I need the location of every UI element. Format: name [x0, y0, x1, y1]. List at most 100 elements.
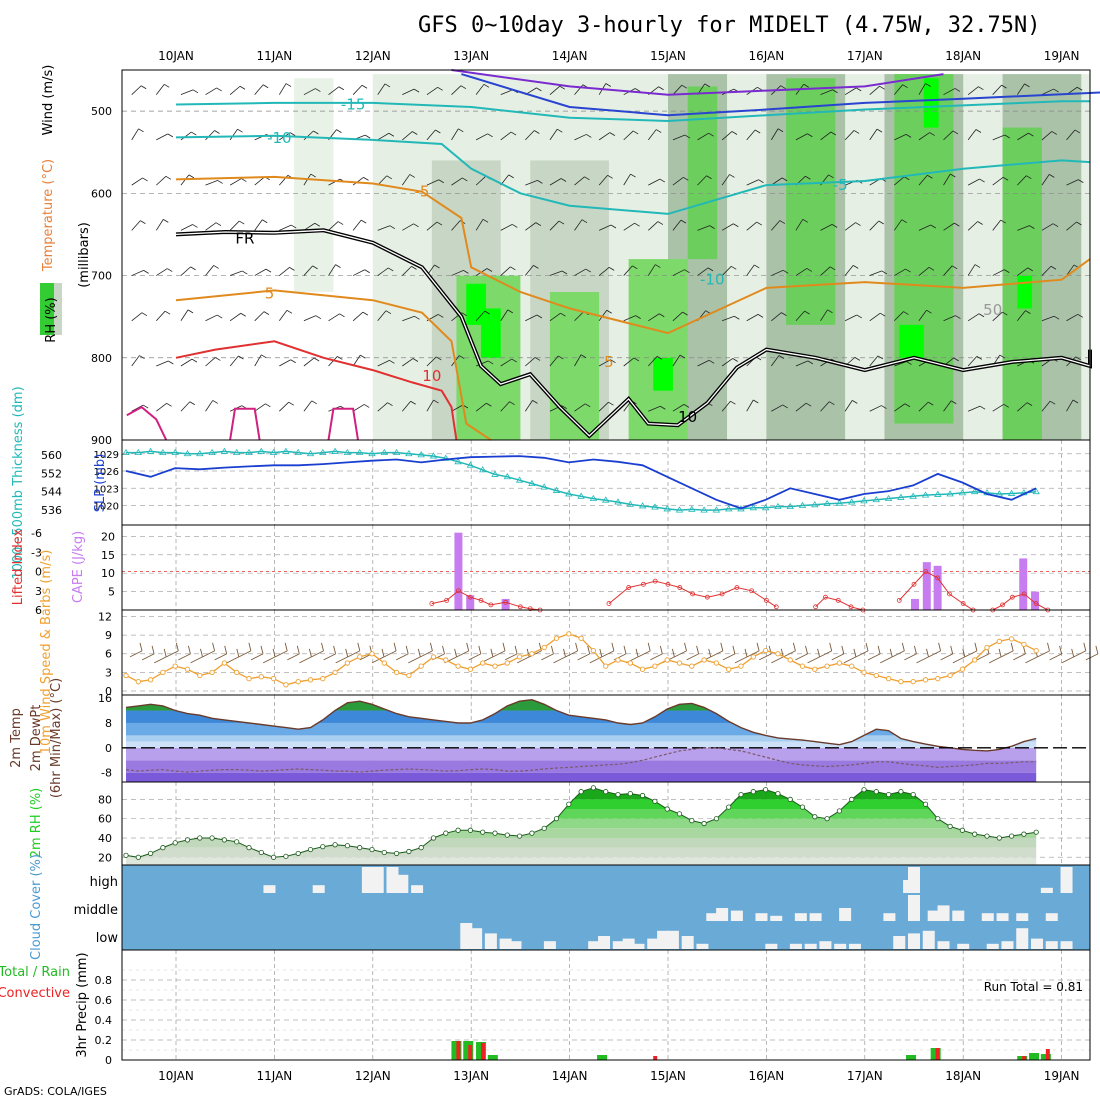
wind-barb-flag	[732, 358, 738, 362]
wind-barb	[303, 222, 316, 231]
wind-barb-flag	[580, 354, 587, 359]
panel-label: Total / Rain	[0, 965, 70, 980]
wind-barb-flag	[782, 404, 788, 409]
temp-band	[126, 699, 1037, 711]
wind-barb-flag	[242, 270, 248, 275]
wind-barb	[943, 265, 953, 276]
wind-barb	[574, 311, 585, 322]
thickness-marker	[897, 493, 905, 500]
surface-wind-barb	[976, 653, 990, 661]
wind-barb-flag	[954, 88, 961, 92]
thickness-tick-label: 560	[41, 449, 62, 462]
panel-label: 1000~500mb Thickness (dm)	[11, 386, 26, 579]
cape-tick-label: 5	[108, 586, 115, 599]
wind-barb-flag	[731, 265, 737, 270]
wind-barb-flag	[951, 265, 958, 270]
wind-barb-flag	[706, 175, 712, 180]
wind-barb	[475, 133, 488, 141]
thickness-marker	[577, 492, 585, 499]
cloud-block	[789, 943, 802, 949]
cloud-block	[883, 913, 896, 921]
surface-wind-barb-flag	[442, 645, 445, 654]
surface-wind-barb	[262, 656, 276, 664]
wind-barb-flag	[261, 354, 267, 359]
wind-barb	[131, 128, 139, 141]
thickness-marker	[934, 490, 942, 497]
wind-barb	[844, 314, 857, 322]
wind-barb-flag	[733, 223, 739, 228]
wind-barb	[1041, 174, 1050, 186]
lifted-index-marker	[749, 588, 755, 594]
wind-barb-flag	[363, 404, 370, 408]
wind-barb-flag	[802, 218, 808, 223]
wind-barb-flag	[363, 177, 369, 181]
wind-barb-flag	[607, 174, 613, 179]
lifted-index-marker	[665, 581, 671, 587]
wind-barb	[992, 84, 1002, 95]
panel-label: SLP (mb)	[93, 454, 108, 513]
rh-shade-region	[466, 283, 486, 325]
wind-barb-flag	[459, 355, 465, 359]
wind-barb-flag	[584, 176, 590, 181]
lifted-index-marker	[503, 599, 509, 605]
rh-band	[126, 828, 1037, 838]
wind-barb	[820, 131, 832, 141]
wind-barb-flag	[214, 130, 220, 134]
rh-marker	[885, 791, 892, 798]
surface-wind-barb-flag	[236, 648, 240, 657]
wind-barb	[918, 174, 928, 186]
wind-barb	[402, 223, 414, 231]
wind-barb-flag	[608, 401, 614, 406]
wind-barb	[943, 400, 952, 412]
thickness-marker	[306, 449, 315, 457]
wind-speed-marker	[172, 663, 178, 669]
wind-barb-flag	[167, 268, 173, 272]
surface-wind-barb-flag	[599, 648, 603, 657]
lifted-index-marker	[813, 604, 818, 610]
wind-barb-flag	[828, 174, 834, 179]
rh-marker	[738, 791, 744, 798]
wind-barb-flag	[534, 357, 541, 361]
wind-barb	[205, 357, 216, 367]
wind-barb-flag	[756, 221, 762, 226]
date-label-top: 14JAN	[552, 49, 588, 63]
wind-barb-flag	[511, 358, 517, 363]
surface-wind-barb	[892, 650, 905, 658]
wind-barb	[205, 180, 218, 186]
rh-marker	[922, 801, 929, 807]
rh-marker	[1008, 833, 1015, 839]
surface-wind-barb-flag	[792, 642, 796, 651]
wind-barb	[475, 310, 486, 322]
surface-wind-barb-flag	[829, 642, 833, 651]
wind-barb-flag	[168, 360, 174, 365]
surface-wind-barb	[468, 653, 482, 661]
wind-speed-marker	[689, 663, 695, 669]
freezing-level-line-inner	[175, 229, 1091, 437]
wind-barb-flag	[384, 83, 391, 88]
thickness-marker	[491, 470, 499, 477]
wind-barb	[475, 219, 484, 231]
slp-tick-label: 1026	[94, 467, 119, 478]
wind-barb-flag	[1075, 356, 1081, 361]
wind-barb	[205, 265, 214, 276]
wind-barb-flag	[730, 400, 736, 405]
wind-barb-flag	[925, 83, 931, 87]
wind-barb	[328, 221, 339, 231]
thickness-marker	[749, 504, 758, 511]
rh-tick-label: 80	[98, 793, 112, 806]
contour-label: 5	[265, 285, 275, 303]
wind-barb	[623, 265, 633, 276]
thickness-marker	[183, 449, 192, 457]
panel-label: (6hr Min/Max) (°C)	[49, 678, 64, 798]
wind-barb-flag	[241, 178, 247, 182]
precip-tick-label: 0.8	[95, 974, 113, 987]
wind-barb-flag	[976, 356, 983, 360]
wind-barb	[869, 405, 882, 412]
wind-barb-flag	[806, 268, 813, 272]
thickness-tick-label: 536	[41, 504, 62, 517]
surface-wind-barb	[843, 656, 857, 664]
surface-wind-barb-flag	[393, 642, 397, 651]
surface-wind-barb	[867, 653, 881, 661]
rh-shade-region	[294, 78, 334, 292]
wind-barb	[254, 268, 267, 276]
